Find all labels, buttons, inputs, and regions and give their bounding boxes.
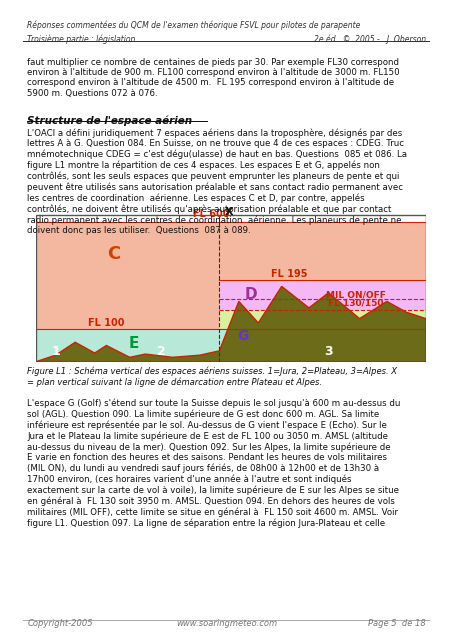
Text: G: G	[237, 329, 248, 343]
FancyBboxPatch shape	[36, 330, 219, 362]
Text: 2e éd.  ©  2005 -   J. Oberson: 2e éd. © 2005 - J. Oberson	[313, 35, 426, 44]
Text: X: X	[225, 207, 234, 216]
Text: FL 100: FL 100	[88, 317, 125, 328]
Text: 2: 2	[157, 346, 165, 358]
FancyBboxPatch shape	[36, 222, 219, 330]
Text: C: C	[107, 245, 121, 263]
Text: D: D	[244, 287, 257, 303]
Text: L'OACI a défini juridiquement 7 espaces aériens dans la troposphère, désignés pa: L'OACI a défini juridiquement 7 espaces …	[27, 128, 407, 236]
Text: 1: 1	[51, 346, 60, 358]
Text: Page 5  de 18: Page 5 de 18	[368, 620, 426, 628]
Polygon shape	[36, 287, 426, 362]
Text: L'espace G (Golf) s'étend sur toute la Suisse depuis le sol jusqu'à 600 m au-des: L'espace G (Golf) s'étend sur toute la S…	[27, 398, 400, 528]
Text: Figure L1 : Schéma vertical des espaces aériens suisses. 1=Jura, 2=Plateau, 3=Al: Figure L1 : Schéma vertical des espaces …	[27, 367, 397, 387]
FancyBboxPatch shape	[219, 280, 426, 310]
Text: FL 130/150: FL 130/150	[328, 298, 383, 307]
Text: E: E	[129, 336, 139, 351]
Text: Copyright-2005: Copyright-2005	[27, 620, 93, 628]
FancyBboxPatch shape	[219, 222, 426, 280]
FancyBboxPatch shape	[219, 330, 426, 362]
Text: Réponses commentées du QCM de l'examen théorique FSVL pour pilotes de parapente: Réponses commentées du QCM de l'examen t…	[27, 20, 361, 30]
Text: MIL ON/OFF: MIL ON/OFF	[326, 291, 386, 300]
Text: Troisième partie : législation: Troisième partie : législation	[27, 35, 135, 44]
Text: faut multiplier ce nombre de centaines de pieds par 30. Par exemple FL30 corresp: faut multiplier ce nombre de centaines d…	[27, 58, 400, 98]
Text: Structure de l'espace aérien: Structure de l'espace aérien	[27, 115, 193, 125]
Text: FL 195: FL 195	[271, 269, 308, 279]
FancyBboxPatch shape	[219, 310, 426, 330]
Text: FL 600: FL 600	[193, 209, 230, 219]
Text: www.soaringmeteo.com: www.soaringmeteo.com	[176, 620, 277, 628]
Text: 3: 3	[324, 346, 333, 358]
